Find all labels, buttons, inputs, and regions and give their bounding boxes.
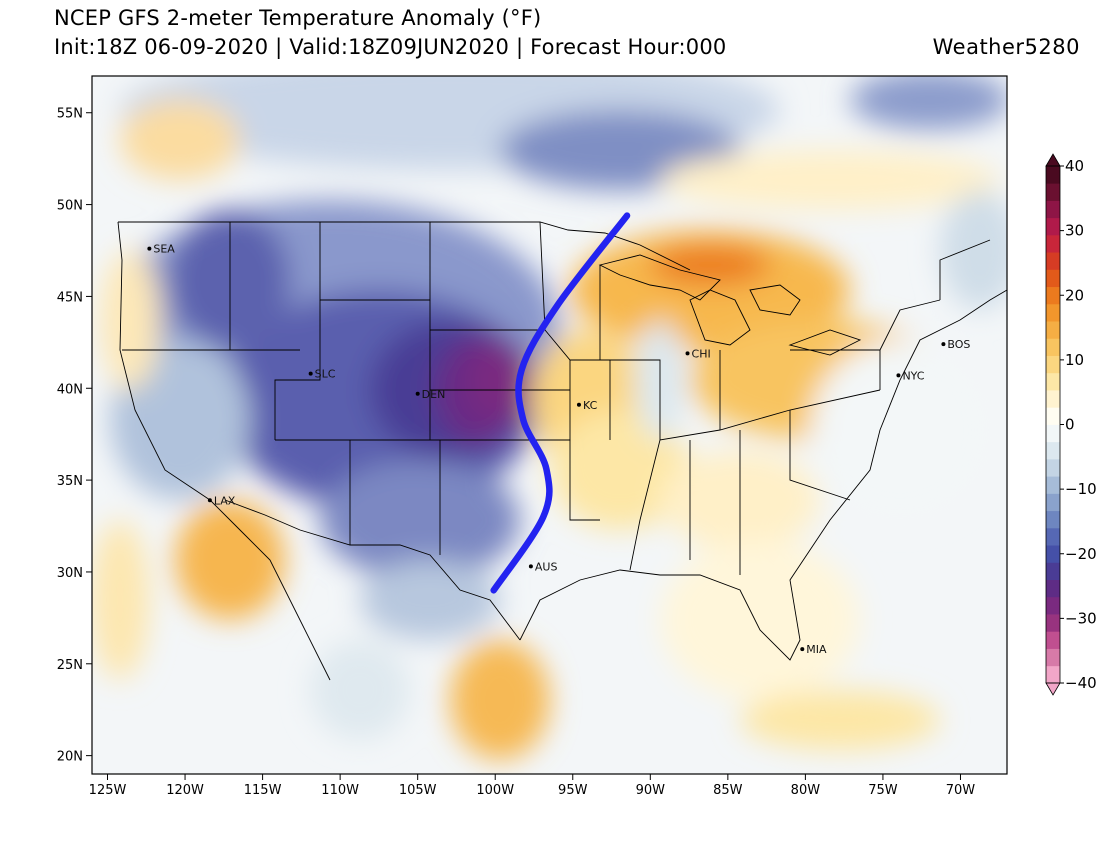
colorbar-swatch (1046, 596, 1060, 615)
colorbar-swatch (1046, 562, 1060, 580)
city-dot-chi (685, 351, 690, 356)
city-label-slc: SLC (315, 368, 336, 381)
lon-tick-label: 80W (791, 783, 821, 798)
lat-tick-label: 40N (57, 382, 83, 397)
lon-tick-label: 95W (558, 783, 588, 798)
colorbar-swatch (1046, 355, 1060, 374)
colorbar-swatch (1046, 510, 1060, 529)
lon-tick-label: 125W (89, 783, 127, 798)
colorbar-label: −10 (1065, 480, 1097, 498)
anomaly-shading (92, 76, 1007, 774)
colorbar-label: 20 (1065, 286, 1084, 304)
colorbar-swatch (1046, 476, 1060, 494)
lon-tick-label: 120W (166, 783, 204, 798)
chart-title: NCEP GFS 2-meter Temperature Anomaly (°F… (54, 6, 542, 30)
lon-tick-label: 85W (713, 783, 743, 798)
colorbar-swatch (1046, 527, 1060, 546)
city-dot-bos (941, 342, 946, 347)
colorbar-swatch (1046, 321, 1060, 339)
colorbar-swatch (1046, 217, 1060, 236)
lat-tick-label: 50N (57, 199, 83, 214)
lon-tick-label: 105W (399, 783, 437, 798)
colorbar-min-arrow (1045, 682, 1061, 696)
lat-tick-label: 55N (57, 107, 83, 122)
lon-tick-label: 110W (321, 783, 359, 798)
lon-tick-label: 100W (476, 783, 514, 798)
colorbar-swatch (1046, 303, 1060, 322)
colorbar-swatch (1046, 269, 1060, 288)
city-label-lax: LAX (214, 494, 236, 507)
colorbar-swatch (1046, 338, 1060, 356)
colorbar-swatch (1046, 234, 1060, 253)
city-dot-den (415, 391, 420, 396)
lat-tick-label: 30N (57, 566, 83, 581)
colorbar-label: 30 (1065, 222, 1084, 240)
brand-label: Weather5280 (932, 35, 1080, 59)
colorbar-swatch (1046, 614, 1060, 632)
city-label-aus: AUS (535, 560, 558, 573)
lon-tick-label: 75W (868, 783, 898, 798)
lat-tick-label: 20N (57, 750, 83, 765)
colorbar-swatch (1046, 441, 1060, 460)
lat-tick-label: 35N (57, 474, 83, 489)
city-label-chi: CHI (692, 347, 711, 360)
city-dot-lax (207, 498, 212, 503)
colorbar-swatch (1046, 424, 1060, 443)
colorbar-swatch (1046, 166, 1060, 184)
city-label-mia: MIA (806, 643, 827, 656)
lon-tick-label: 90W (636, 783, 666, 798)
colorbar-label: 0 (1065, 416, 1075, 434)
city-markers: SEA SLC DEN LAX KC CHI NYC BOS AUS MIA (147, 243, 970, 656)
city-dot-aus (528, 564, 533, 569)
city-label-nyc: NYC (902, 369, 924, 382)
city-dot-nyc (896, 373, 901, 378)
front-line (490, 212, 631, 594)
longitude-axis: 125W 120W 115W 110W 105W 100W 95W 90W 85W 80W 75W 7… (89, 774, 976, 798)
lon-tick-label: 70W (946, 783, 976, 798)
city-dot-sea (147, 246, 152, 251)
latitude-axis: 20N 25N 30N 35N 40N 45N 50N 55N (57, 107, 92, 765)
colorbar-label: 10 (1065, 351, 1084, 369)
colorbar-swatch (1046, 665, 1060, 684)
colorbar-swatch (1046, 200, 1060, 219)
colorbar-swatch (1046, 458, 1060, 477)
colorbar-label: −40 (1065, 674, 1097, 692)
lat-tick-label: 45N (57, 290, 83, 305)
city-dot-kc (576, 402, 581, 407)
colorbar-swatch (1046, 372, 1060, 391)
colorbar-swatch (1046, 493, 1060, 512)
colorbar: 40 30 20 10 0 −10 −20 −30 −40 (1045, 153, 1097, 696)
colorbar-swatch (1046, 631, 1060, 649)
lat-tick-label: 25N (57, 658, 83, 673)
chart-subtitle: Init:18Z 06-09-2020 | Valid:18Z09JUN2020… (54, 35, 727, 59)
colorbar-swatch (1046, 579, 1060, 598)
city-label-sea: SEA (153, 243, 175, 256)
colorbar-label: 40 (1065, 157, 1084, 175)
colorbar-swatch (1046, 252, 1060, 270)
colorbar-swatch (1046, 183, 1060, 201)
colorbar-swatch (1046, 545, 1060, 563)
colorbar-label: −20 (1065, 545, 1097, 563)
city-label-den: DEN (422, 388, 446, 401)
colorbar-swatch (1046, 390, 1060, 408)
city-label-bos: BOS (947, 338, 970, 351)
plot-frame (91, 75, 1008, 775)
boundaries (117, 221, 1007, 681)
lon-tick-label: 115W (244, 783, 282, 798)
colorbar-swatch (1046, 286, 1060, 305)
city-label-kc: KC (583, 399, 598, 412)
city-dot-slc (308, 371, 313, 376)
colorbar-max-arrow (1045, 153, 1061, 167)
city-dot-mia (800, 647, 805, 652)
colorbar-swatch (1046, 407, 1060, 425)
colorbar-swatch (1046, 648, 1060, 667)
colorbar-label: −30 (1065, 609, 1097, 627)
